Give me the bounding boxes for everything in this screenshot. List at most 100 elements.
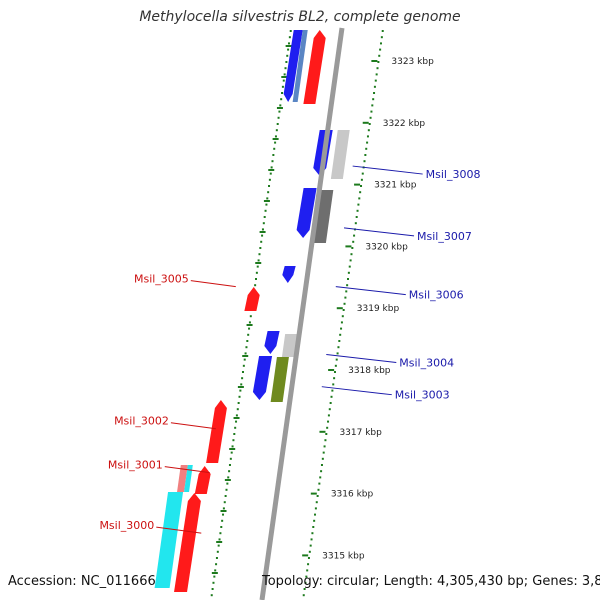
ruler-dot	[277, 116, 280, 119]
gene-label-msil-3003[interactable]: Msil_3003	[395, 389, 450, 402]
ruler-dot	[371, 104, 374, 107]
accession-text: Accession: NC_011666	[8, 574, 156, 589]
ruler-dot	[309, 544, 312, 547]
ruler-dot	[376, 67, 379, 70]
ruler-tick	[259, 231, 266, 233]
gene-label-msil-3007[interactable]: Msil_3007	[417, 230, 472, 243]
ruler-dot	[354, 222, 357, 225]
gene-label-msil-3004[interactable]: Msil_3004	[399, 357, 454, 370]
ruler-dot	[346, 284, 349, 287]
ruler-dot	[372, 98, 375, 101]
ruler-dot	[244, 352, 247, 355]
ruler-dot	[360, 185, 363, 187]
ruler-dot	[254, 284, 257, 287]
ruler-dot	[332, 383, 335, 386]
ruler-dot	[349, 259, 352, 262]
ruler-dot	[248, 327, 251, 330]
ruler-dot	[257, 259, 260, 262]
ruler-dot	[366, 135, 369, 138]
ruler-dot	[321, 457, 324, 460]
ruler-dot	[345, 290, 348, 293]
ruler-dot	[236, 408, 239, 411]
label-leader	[190, 280, 236, 288]
ruler-dot	[230, 451, 233, 454]
ruler-dot	[213, 575, 216, 578]
ruler-dot	[305, 575, 308, 578]
gene-label-msil-3006[interactable]: Msil_3006	[409, 289, 464, 302]
ruler-dot	[248, 321, 251, 324]
inner-ruler-dots	[210, 30, 292, 597]
ruler-dot	[266, 197, 269, 200]
ruler-dot	[270, 166, 273, 169]
ruler-tick	[211, 572, 218, 574]
ruler-major-tick	[362, 121, 369, 124]
ruler-dot	[364, 154, 367, 156]
ruler-dot	[335, 358, 338, 361]
ruler-dot	[219, 532, 222, 535]
ruler-dot	[233, 433, 236, 435]
ruler-dot	[288, 36, 291, 39]
gene-label-msil-3008[interactable]: Msil_3008	[426, 168, 481, 181]
ruler-tick	[281, 76, 288, 78]
ruler-dot	[312, 526, 315, 528]
ruler-dot	[327, 414, 330, 417]
ruler-dot	[327, 420, 330, 423]
ruler-tick	[237, 386, 244, 388]
ruler-dot	[310, 538, 313, 541]
gene-block-cyan	[184, 465, 193, 492]
ruler-label: 3317 kbp	[339, 428, 382, 438]
ruler-dot	[265, 203, 268, 206]
ruler-dot	[318, 482, 321, 485]
ruler-dot	[363, 160, 366, 163]
ruler-dot	[241, 377, 244, 380]
ruler-dot	[344, 296, 347, 299]
label-leader	[321, 386, 392, 396]
ruler-major-tick	[345, 245, 352, 248]
gene-labels[interactable]: Msil_3008 Msil_3007 Msil_3006 Msil_3005 Msil…	[99, 165, 481, 534]
gene-block-dark-gray	[313, 190, 334, 243]
gene-block-light-gray	[281, 334, 298, 357]
ruler-dot	[241, 371, 244, 373]
ruler-dot	[365, 147, 368, 150]
ruler-dot	[239, 389, 242, 392]
ruler-dot	[228, 464, 231, 466]
ruler-dot	[246, 340, 249, 342]
ruler-label: 3316 kbp	[331, 490, 374, 500]
gene-label-msil-3000[interactable]: Msil_3000	[99, 519, 154, 532]
ruler-dot	[263, 216, 266, 218]
ruler-dot	[303, 588, 306, 590]
ruler-dot	[218, 538, 221, 541]
ruler-labels: 3323 kbp 3322 kbp 3321 kbp 3320 kbp 3319 kbp…	[302, 57, 434, 561]
ruler-dot	[368, 123, 371, 125]
ruler-dot	[221, 519, 224, 522]
gene-block-light-gray	[330, 130, 350, 179]
ruler-dot	[381, 30, 384, 32]
gene-block-red	[194, 466, 211, 494]
ruler-dot	[238, 395, 241, 398]
ruler-dot	[361, 172, 364, 175]
ruler-dot	[347, 271, 350, 274]
ruler-major-tick	[319, 430, 326, 433]
ruler-dot	[337, 346, 340, 349]
ruler-tick	[255, 262, 262, 264]
ruler-dot	[343, 302, 346, 305]
gene-label-msil-3005[interactable]: Msil_3005	[134, 273, 189, 286]
ruler-tick	[224, 479, 231, 481]
ruler-dot	[286, 54, 289, 57]
ruler-dot	[217, 544, 220, 547]
ruler-dot	[273, 147, 276, 150]
ruler-dot	[216, 550, 219, 553]
gene-label-msil-3001[interactable]: Msil_3001	[108, 459, 163, 472]
ruler-dot	[338, 340, 341, 342]
ruler-label: 3321 kbp	[374, 181, 417, 191]
gene-label-msil-3002[interactable]: Msil_3002	[114, 415, 169, 428]
ruler-dot	[215, 563, 218, 566]
ruler-dot	[231, 445, 234, 448]
ruler-label: 3322 kbp	[383, 119, 426, 129]
ruler-dot	[342, 309, 345, 311]
ruler-dot	[279, 104, 282, 107]
ruler-dot	[340, 327, 343, 330]
ruler-dot	[256, 265, 259, 268]
ruler-dot	[234, 426, 237, 429]
